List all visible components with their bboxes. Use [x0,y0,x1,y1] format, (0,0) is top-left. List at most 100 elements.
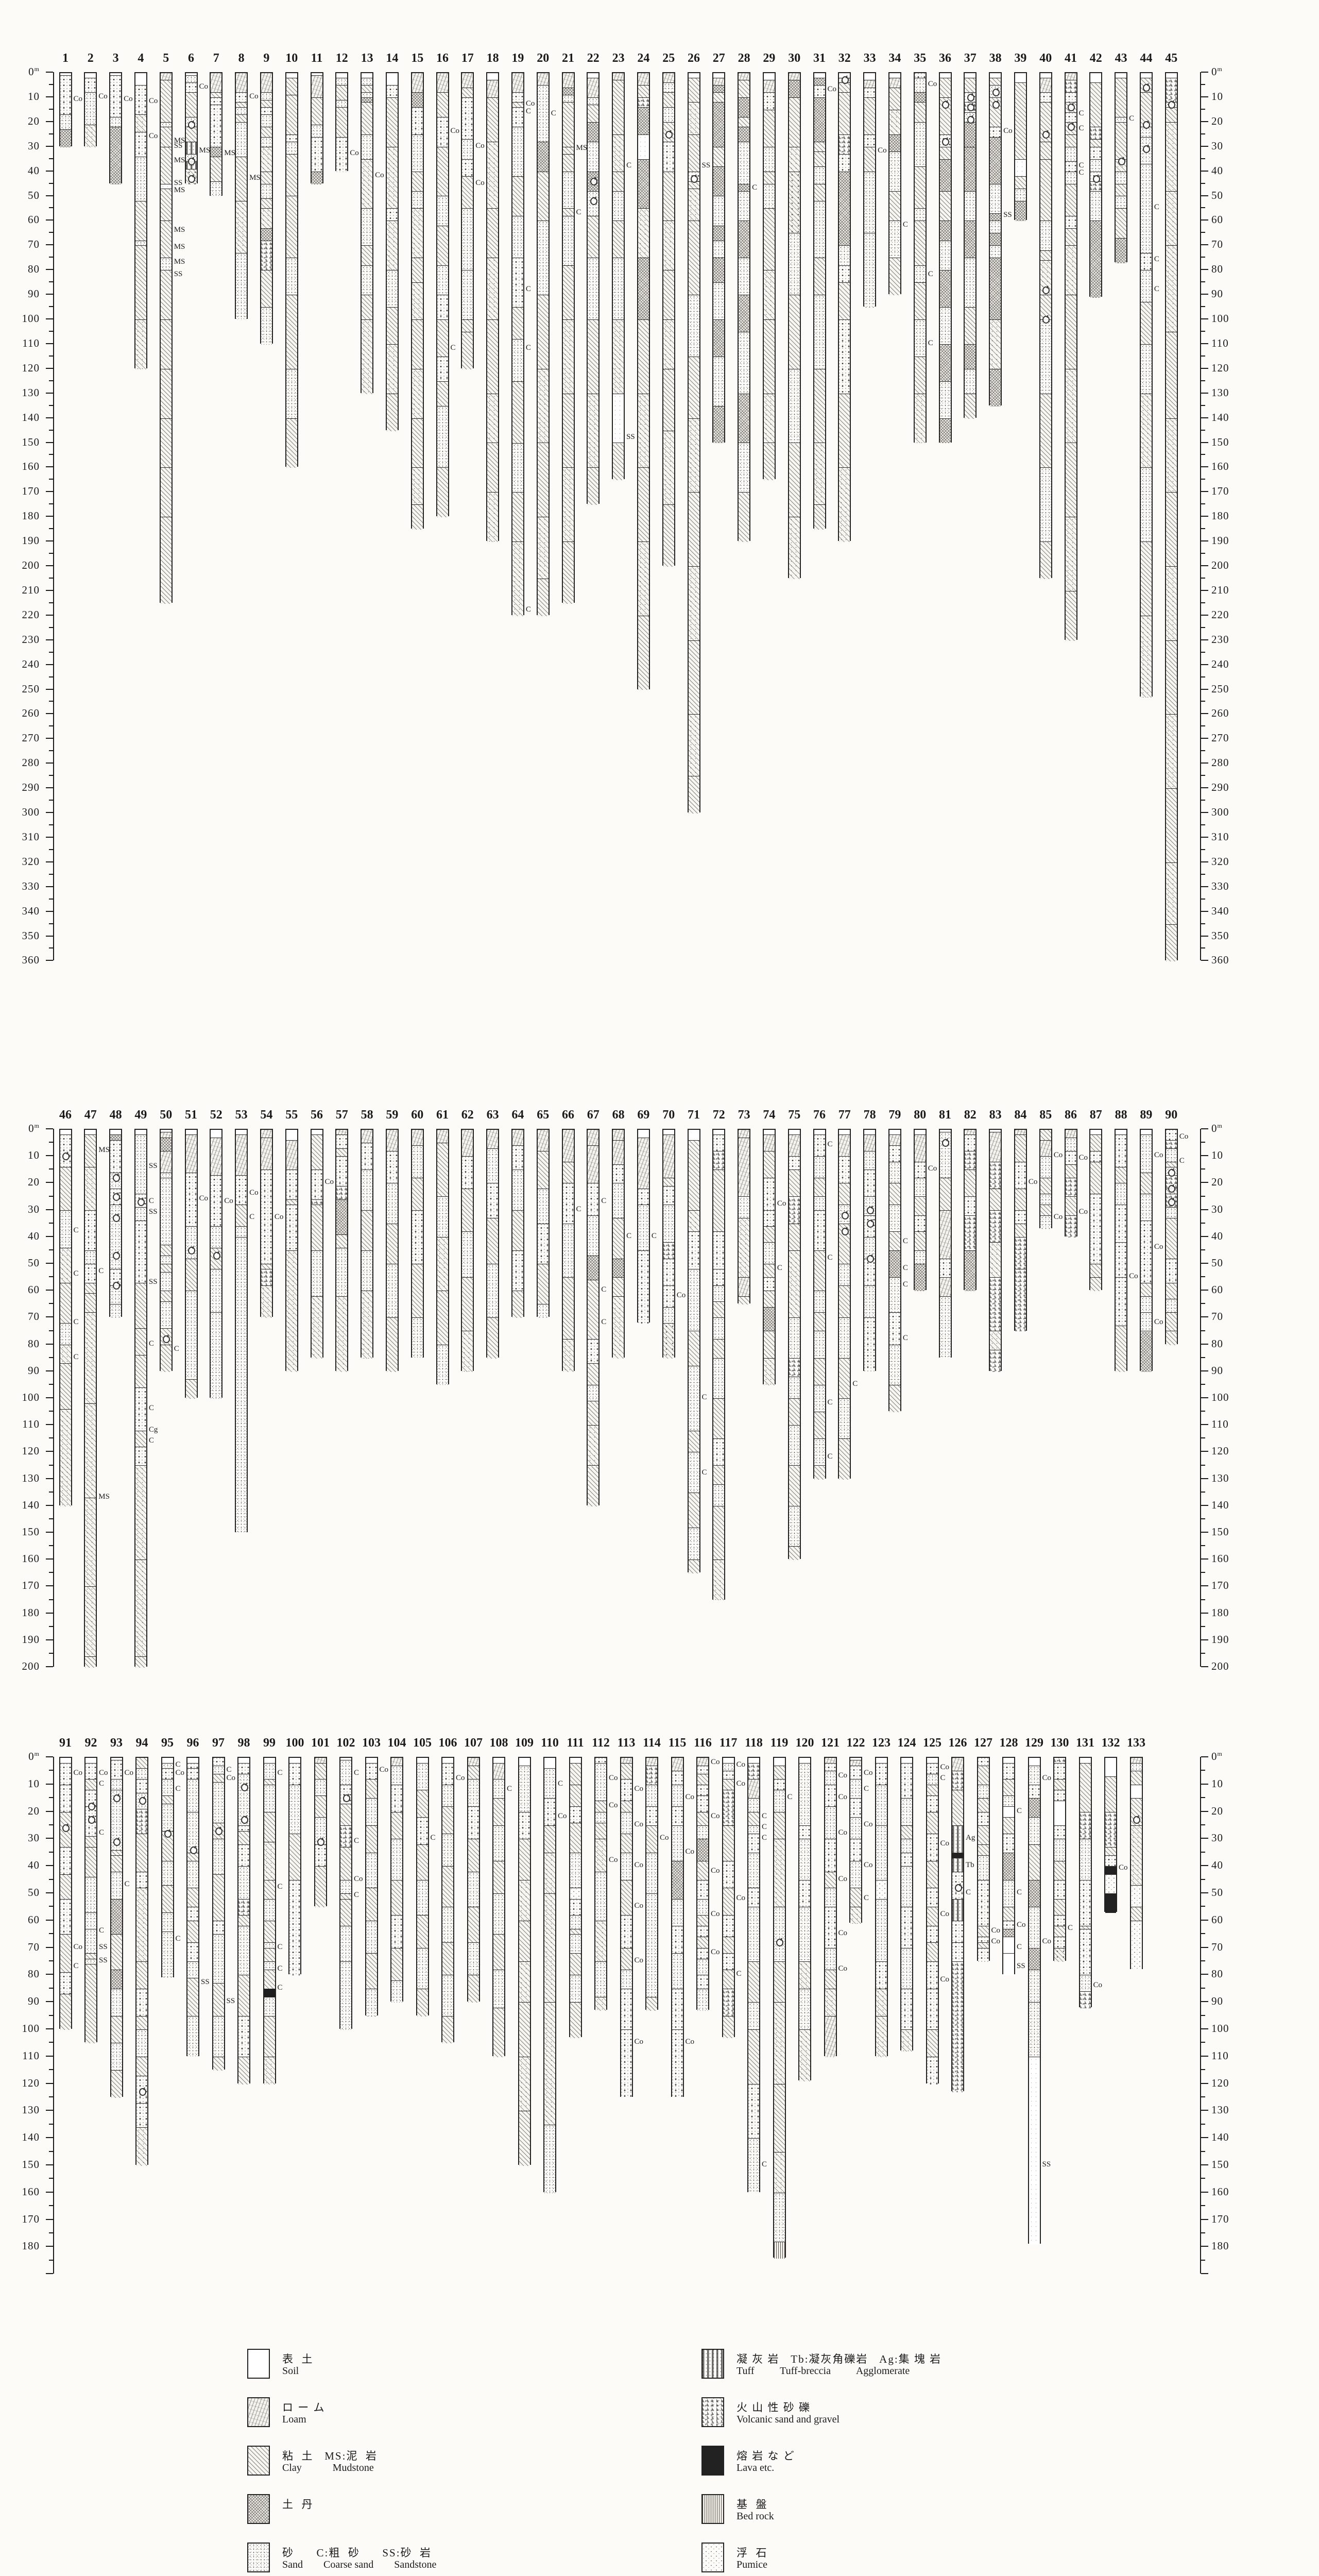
lithology-code-label: Co [711,1866,720,1875]
depth-tick [46,294,53,295]
lithology-segment-clay [646,1997,657,2011]
lithology-segment-sand-and-gravel [697,1975,708,1989]
lithology-segment-sand [412,1146,423,1178]
depth-tick-label: 20 [28,1176,40,1189]
lithology-segment-soil [1116,73,1127,78]
column-number: 41 [1065,52,1077,65]
depth-tick [46,2164,53,2165]
lithology-segment-clay [570,2003,581,2038]
legend-swatch-la [701,2446,724,2476]
lithology-segment-sand-and-gravel [748,1834,759,1853]
borehole-column [310,72,323,184]
lithology-code-label: Co [634,1956,644,1964]
depth-tick-label: 90 [28,287,40,300]
depth-tick [49,281,53,283]
lithology-segment-soil [162,1758,173,1764]
lithology-segment-sand [391,1766,402,1785]
column-number: 117 [719,1736,738,1750]
lithology-code-label: Co [456,1774,465,1783]
shell-icon [317,1838,324,1846]
lithology-segment-clay [839,1183,850,1206]
lithology-segment-sand [914,1250,926,1264]
lithology-segment-clay [839,1285,850,1318]
lithology-code-label: C [73,1269,79,1278]
borehole-column [134,72,147,369]
column-number: 62 [461,1108,474,1122]
lithology-segment-sand-and-gravel [289,1880,300,1976]
shell-icon [967,93,974,101]
column-number: 125 [923,1736,941,1750]
borehole-column [926,1757,939,2084]
lithology-segment-sand-and-gravel [901,1763,912,1799]
lithology-code-label: C [99,1926,105,1935]
lithology-segment-clay [1015,177,1026,190]
lithology-segment-clay [366,1888,377,1921]
depth-tick [49,725,53,727]
depth-tick-label: 120 [22,361,40,374]
lithology-code-label: C [864,1893,869,1902]
lithology-segment-clay [136,1834,147,1872]
lithology-segment-sand [638,1205,649,1251]
lithology-segment-clay [763,172,775,184]
lithology-code-label: C [902,1264,908,1273]
lithology-segment-sand [236,108,247,115]
column-number: 61 [436,1108,449,1122]
lithology-segment-clay [412,1264,423,1318]
lithology-segment-sand-and-gravel [663,1186,674,1206]
lithology-segment-clay [85,1294,96,1313]
depth-tick [1201,651,1205,653]
depth-tick [1201,886,1208,887]
column-number: 57 [335,1108,348,1122]
lithology-segment-sand [1003,1880,1014,1908]
lithology-segment-hardpan [713,103,725,147]
lithology-segment-clay [236,103,247,108]
depth-tick-label: 100 [1211,312,1229,325]
lithology-segment-sand [1003,1795,1014,1807]
depth-tick [49,1652,53,1654]
lithology-code-label: C [174,1345,179,1353]
lithology-segment-soil [493,1758,504,1764]
lithology-segment-sand [713,241,725,259]
depth-tick-label: 20 [28,1804,40,1817]
lithology-segment-clay [160,1245,172,1257]
lithology-segment-clay [763,1291,775,1308]
column-number: 80 [914,1108,927,1122]
lithology-segment-sand [739,332,750,394]
column-number: 15 [411,52,424,65]
lithology-segment-clay [1054,1926,1065,1938]
column-number: 55 [285,1108,298,1122]
lithology-segment-sand-and-gravel [901,1853,912,1867]
lithology-code-label: C [1154,284,1159,293]
column-number: 67 [587,1108,599,1122]
lithology-segment-sand [889,152,900,192]
lithology-segment-sand [814,1385,825,1413]
lithology-code-label: C [277,1768,283,1777]
lithology-segment-clay [1090,1162,1102,1195]
borehole-column [543,1757,556,2193]
lithology-segment-sand [468,1872,479,1908]
lithology-segment-tuff [952,1826,963,1853]
depth-tick [1201,2110,1208,2111]
depth-tick-label: 130 [1211,386,1229,399]
lithology-segment-loam [236,1135,247,1176]
lithology-segment-clay [412,320,423,369]
lithology-segment-clay [136,1962,147,1989]
column-number: 101 [311,1736,330,1750]
depth-tick [46,2001,53,2003]
lithology-segment-clay [362,85,373,93]
lithology-segment-sand [814,295,825,369]
lithology-segment-clay [442,1867,453,1908]
depth-tick-label: 160 [1211,1552,1229,1565]
lithology-segment-clay [850,1888,861,1908]
column-number: 78 [863,1108,876,1122]
lithology-segment-sand [493,1970,504,2008]
column-number: 89 [1140,1108,1153,1122]
depth-tick [1201,1572,1205,1573]
lithology-segment-soil [939,73,951,78]
lithology-segment-sand-and-gravel [713,1135,725,1151]
borehole-column [1089,72,1103,298]
lithology-segment-soil [939,1130,951,1133]
lithology-code-label: C [762,2160,767,2168]
lithology-segment-sand-with-clay [789,517,800,579]
lithology-segment-sand-and-gravel [1003,1763,1014,1780]
